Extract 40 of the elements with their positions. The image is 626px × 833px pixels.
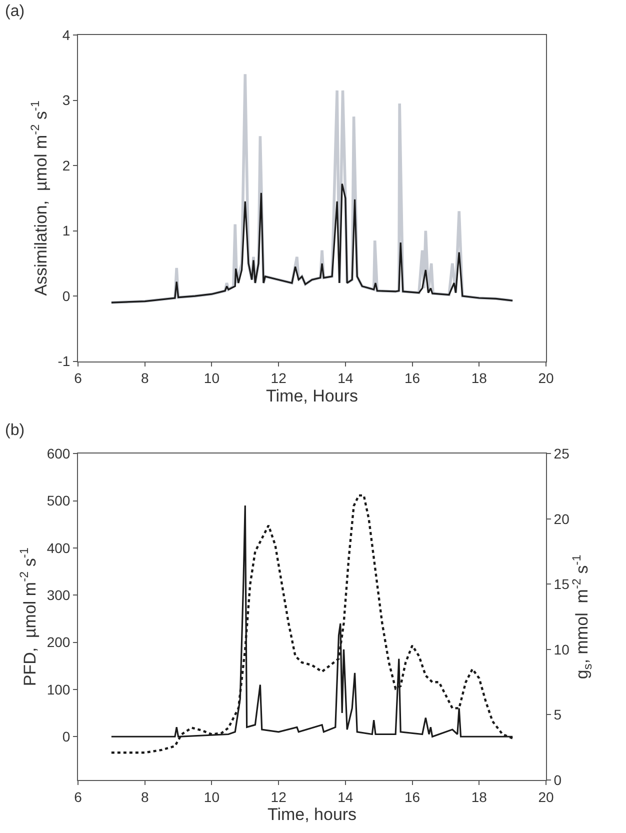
y2-tick-label: 20 — [554, 510, 570, 527]
x-tick-label: 12 — [270, 788, 287, 805]
x-tick-label: 20 — [538, 370, 554, 386]
x-tick-label: 8 — [140, 370, 149, 386]
y-tick-label: 1 — [62, 222, 70, 239]
y-tick-label: 0 — [62, 728, 70, 745]
x-axis-title: Time, hours — [267, 805, 357, 824]
y-tick-label: 100 — [46, 681, 70, 698]
x-tick-label: 6 — [74, 370, 82, 386]
x-tick-label: 8 — [140, 788, 149, 805]
y-tick-label: 2 — [62, 157, 70, 174]
y-tick-label: 400 — [46, 540, 70, 556]
y2-tick-label: 5 — [554, 706, 562, 723]
y-tick-label: -1 — [58, 353, 70, 370]
x-tick-label: 10 — [204, 788, 220, 805]
x-tick-label: 14 — [338, 370, 354, 386]
x-axis-title: Time, Hours — [266, 386, 358, 406]
x-tick-label: 16 — [404, 370, 420, 386]
y-tick-label: 500 — [46, 492, 70, 509]
x-tick-label: 12 — [270, 370, 287, 386]
x-tick-label: 18 — [471, 370, 488, 386]
y-tick-label: 0 — [62, 288, 70, 304]
y-tick-label: 200 — [46, 634, 70, 650]
y2-tick-label: 0 — [554, 772, 562, 788]
x-tick-label: 6 — [74, 788, 82, 805]
x-tick-label: 18 — [471, 788, 488, 805]
x-tick-label: 16 — [404, 788, 420, 805]
y-tick-label: 600 — [46, 446, 70, 462]
text: (a) — [5, 3, 25, 20]
y-tick-label: 300 — [46, 587, 70, 604]
text: (b) — [5, 422, 25, 439]
y-tick-label: 3 — [62, 92, 70, 108]
line-series — [110, 183, 514, 304]
y2-tick-label: 10 — [554, 641, 570, 658]
x-tick-label: 14 — [338, 788, 354, 805]
x-tick-label: 20 — [538, 788, 554, 805]
y2-tick-label: 15 — [554, 576, 570, 592]
y2-tick-label: 25 — [554, 446, 570, 462]
y-tick-label: 4 — [62, 26, 70, 43]
x-tick-label: 10 — [204, 370, 220, 386]
